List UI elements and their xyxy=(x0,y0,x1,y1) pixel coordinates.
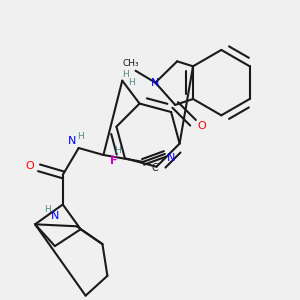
Text: H: H xyxy=(77,132,84,141)
Text: H: H xyxy=(45,205,51,214)
Text: H: H xyxy=(114,146,121,155)
Text: N: N xyxy=(151,78,160,88)
Text: F: F xyxy=(110,156,118,166)
Text: H: H xyxy=(128,78,135,87)
Text: CH₃: CH₃ xyxy=(122,59,139,68)
Text: C: C xyxy=(152,163,158,173)
Text: N: N xyxy=(68,136,76,146)
Text: O: O xyxy=(26,161,34,171)
Text: N: N xyxy=(51,212,59,221)
Text: H: H xyxy=(122,70,129,79)
Text: O: O xyxy=(198,121,206,131)
Text: N: N xyxy=(167,153,175,163)
